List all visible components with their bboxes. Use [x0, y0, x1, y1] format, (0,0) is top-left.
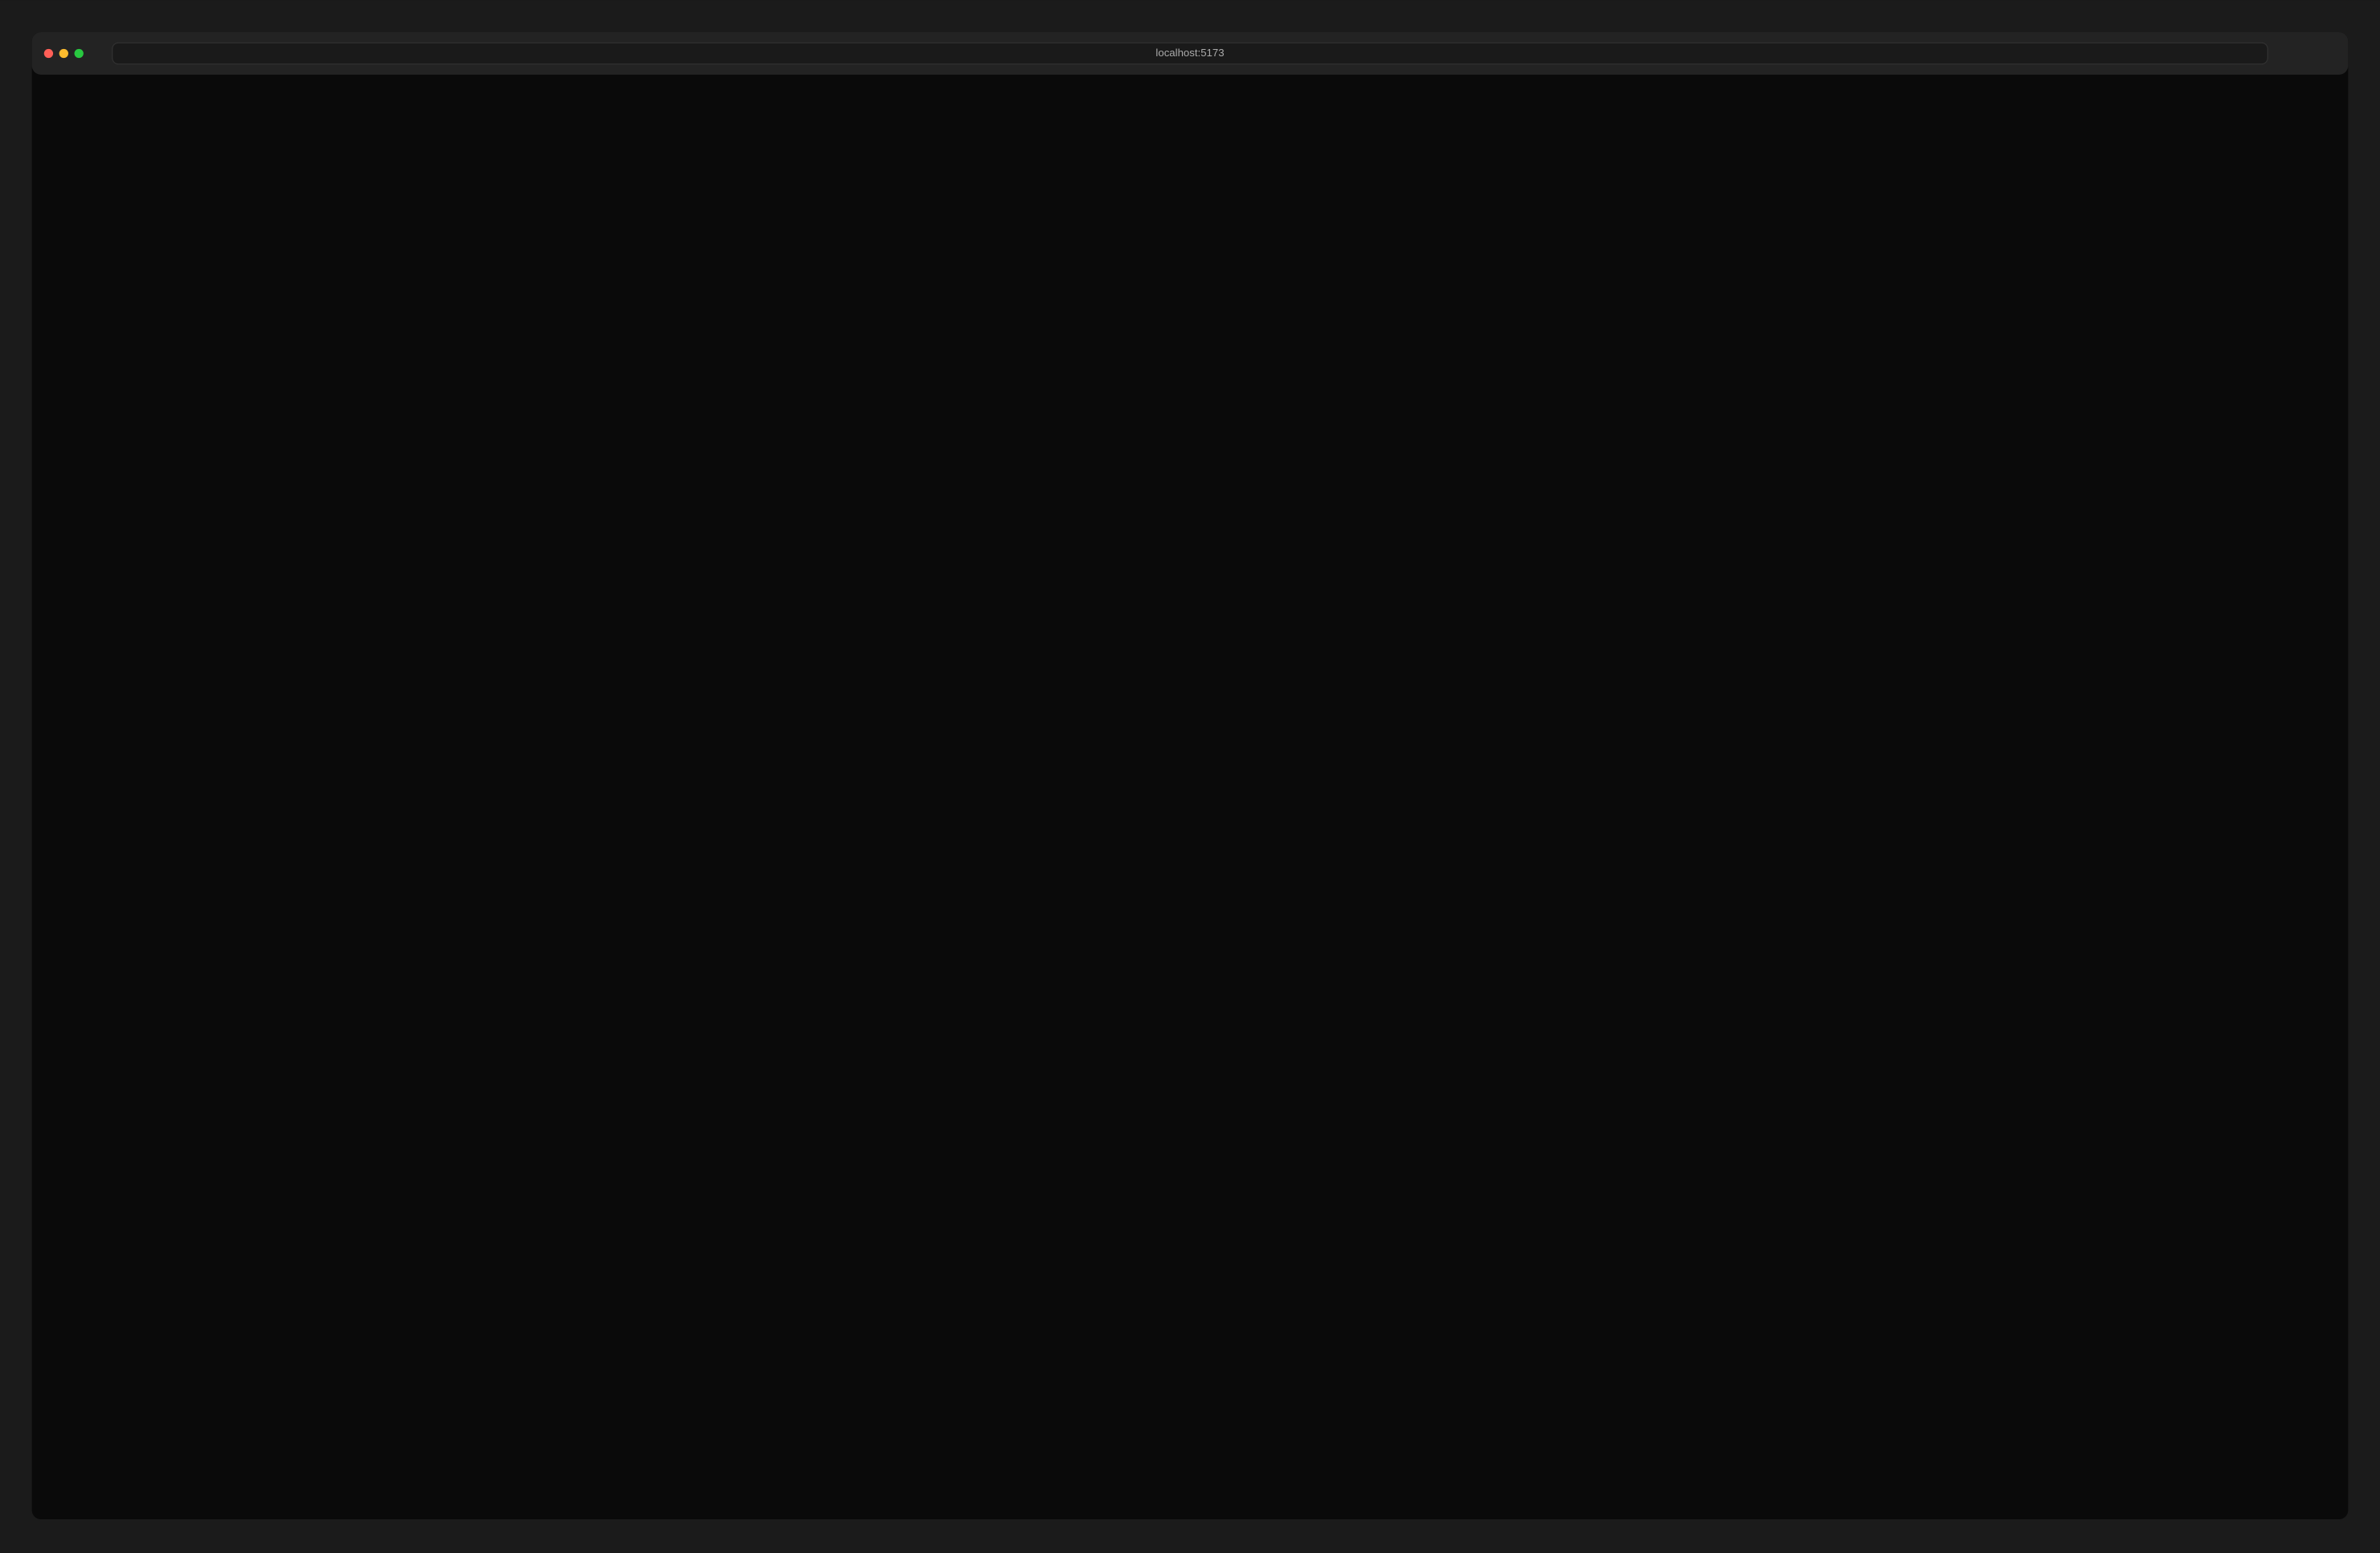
window-dot: [74, 48, 84, 59]
browser-window: [31, 32, 2349, 1520]
window-dot: [43, 48, 54, 59]
url: localhost:5173: [1155, 47, 1224, 59]
window-dot: [59, 48, 68, 59]
url-bar[interactable]: [112, 42, 2268, 65]
